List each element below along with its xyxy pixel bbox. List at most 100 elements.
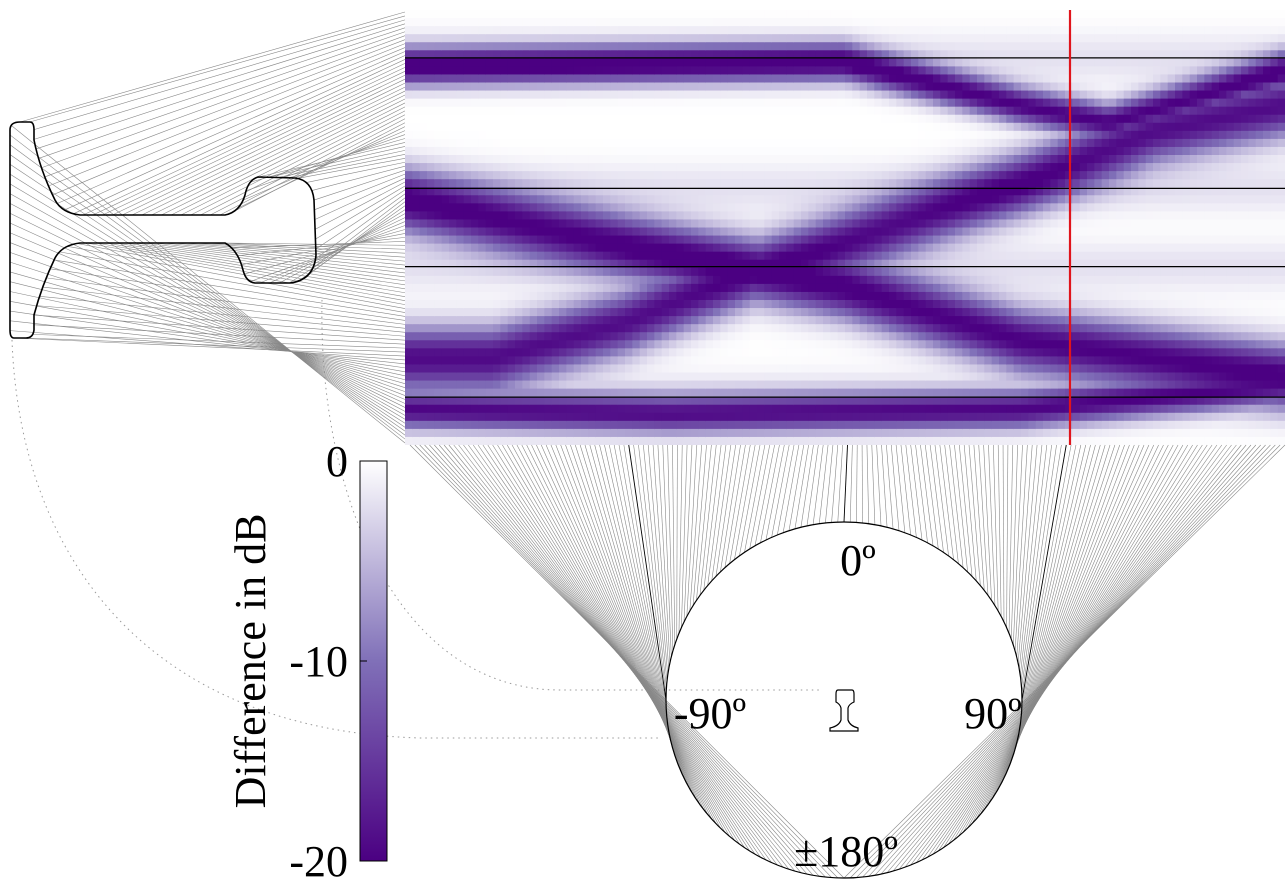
heatmap-cell xyxy=(793,324,802,333)
heatmap-cell xyxy=(1043,179,1051,188)
heatmap-cell xyxy=(1043,90,1051,100)
heatmap-cell xyxy=(698,300,707,309)
heatmap-cell xyxy=(713,396,721,406)
heatmap-cell xyxy=(419,211,428,221)
heatmap-cell xyxy=(691,106,699,116)
heatmap-cell xyxy=(566,436,575,445)
heatmap-cell xyxy=(925,291,934,301)
heatmap-cell xyxy=(955,243,963,253)
heatmap-cell xyxy=(903,428,912,438)
heatmap-cell xyxy=(573,235,582,245)
heatmap-cell xyxy=(661,34,670,43)
heatmap-cell xyxy=(727,251,736,261)
heatmap-cell xyxy=(735,171,743,180)
heatmap-cell xyxy=(911,259,919,269)
heatmap-cell xyxy=(595,98,604,108)
heatmap-cell xyxy=(969,42,978,51)
heatmap-cell xyxy=(867,10,875,19)
heatmap-cell xyxy=(977,90,985,100)
heatmap-cell xyxy=(691,163,699,172)
heatmap-cell xyxy=(515,283,523,293)
heatmap-cell xyxy=(691,171,699,180)
heatmap-cell xyxy=(749,348,758,357)
heatmap-cell xyxy=(405,316,413,325)
heatmap-cell xyxy=(639,283,648,293)
heatmap-cell xyxy=(449,300,457,309)
heatmap-cell xyxy=(625,26,633,35)
heatmap-cell xyxy=(632,428,641,438)
heatmap-cell xyxy=(595,316,604,325)
heatmap-cell xyxy=(544,243,553,253)
heatmap-cell xyxy=(933,146,941,156)
heatmap-cell xyxy=(727,187,736,196)
heatmap-cell xyxy=(603,291,611,301)
heatmap-cell xyxy=(779,122,787,132)
heatmap-cell xyxy=(639,316,648,325)
heatmap-cell xyxy=(881,42,890,51)
heatmap-cell xyxy=(955,396,963,406)
heatmap-cell xyxy=(427,324,435,333)
heatmap-cell xyxy=(940,404,949,414)
heatmap-cell xyxy=(786,98,795,108)
heatmap-cell xyxy=(911,243,919,253)
heatmap-cell xyxy=(412,50,421,59)
heatmap-cell xyxy=(493,300,501,309)
heatmap-cell xyxy=(434,243,443,253)
heatmap-cell xyxy=(493,404,501,414)
heatmap-cell xyxy=(720,428,729,438)
heatmap-cell xyxy=(566,428,575,438)
heatmap-cell xyxy=(823,18,831,27)
heatmap-cell xyxy=(830,227,839,237)
heatmap-cell xyxy=(955,332,963,341)
heatmap-cell xyxy=(449,243,457,253)
heatmap-cell xyxy=(412,187,421,196)
heatmap-cell xyxy=(955,26,963,35)
heatmap-cell xyxy=(903,42,912,51)
heatmap-cell xyxy=(808,308,817,317)
heatmap-cell xyxy=(779,324,787,333)
heatmap-cell xyxy=(977,106,985,116)
heatmap-cell xyxy=(1043,138,1051,148)
heatmap-cell xyxy=(1021,146,1029,156)
heatmap-cell xyxy=(808,10,817,19)
heatmap-cell xyxy=(625,122,633,132)
heatmap-cell xyxy=(889,203,897,212)
heatmap-cell xyxy=(566,179,575,188)
heatmap-cell xyxy=(742,300,751,309)
heatmap-cell xyxy=(478,42,487,51)
heatmap-cell xyxy=(947,420,956,430)
heatmap-cell xyxy=(529,74,538,84)
heatmap-cell xyxy=(405,404,413,414)
heatmap-cell xyxy=(1028,10,1037,19)
heatmap-cell xyxy=(808,18,817,27)
heatmap-cell xyxy=(632,275,641,285)
heatmap-cell xyxy=(867,291,875,301)
heatmap-cell xyxy=(1043,428,1051,438)
heatmap-cell xyxy=(698,380,707,390)
heatmap-cell xyxy=(669,171,677,180)
heatmap-cell xyxy=(808,283,817,293)
heatmap-cell xyxy=(793,74,802,84)
heatmap-cell xyxy=(559,396,567,406)
heatmap-cell xyxy=(1006,98,1015,108)
heatmap-cell xyxy=(859,138,868,148)
heatmap-cell xyxy=(1035,251,1044,261)
heatmap-cell xyxy=(661,340,670,349)
heatmap-cell xyxy=(456,388,465,398)
heatmap-cell xyxy=(955,259,963,269)
heatmap-cell xyxy=(940,243,949,253)
heatmap-cell xyxy=(984,106,993,116)
heatmap-cell xyxy=(654,211,663,221)
heatmap-cell xyxy=(940,50,949,59)
heatmap-cell xyxy=(918,26,927,35)
heatmap-cell xyxy=(735,130,743,140)
heatmap-cell xyxy=(632,138,641,148)
heatmap-cell xyxy=(801,275,809,285)
heatmap-cell xyxy=(669,187,677,196)
heatmap-cell xyxy=(669,163,677,172)
heatmap-cell xyxy=(815,34,824,43)
heatmap-cell xyxy=(764,26,773,35)
heatmap-cell xyxy=(573,163,582,172)
heatmap-cell xyxy=(720,42,729,51)
